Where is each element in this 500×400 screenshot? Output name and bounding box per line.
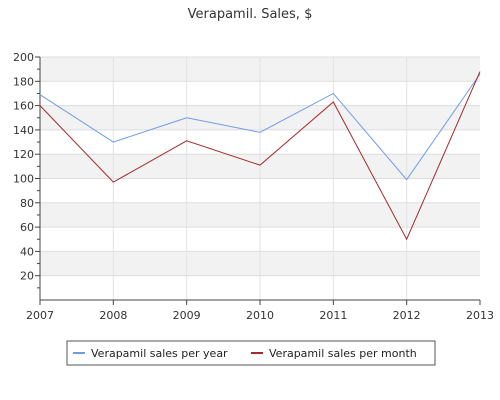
y-tick-label: 120 bbox=[13, 148, 34, 161]
series-lines bbox=[39, 71, 481, 241]
chart-title: Verapamil. Sales, $ bbox=[188, 7, 313, 22]
y-tick-label: 60 bbox=[20, 221, 34, 234]
x-tick-label: 2007 bbox=[26, 309, 54, 322]
legend-label-2: Verapamil sales per month bbox=[269, 347, 417, 360]
y-tick-label: 140 bbox=[13, 124, 34, 137]
legend-box bbox=[66, 340, 436, 366]
y-tick-label: 20 bbox=[20, 270, 34, 283]
x-tick-label: 2008 bbox=[99, 309, 127, 322]
y-tick-label: 160 bbox=[13, 100, 34, 113]
series-line-2 bbox=[39, 71, 481, 241]
x-tick-label: 2013 bbox=[466, 309, 494, 322]
x-tick-label: 2010 bbox=[246, 309, 274, 322]
series-line-1 bbox=[39, 73, 481, 181]
y-tick-label: 180 bbox=[13, 75, 34, 88]
legend: Verapamil sales per year Verapamil sales … bbox=[66, 340, 436, 366]
y-tick-label: 200 bbox=[13, 51, 34, 64]
y-tick-label: 80 bbox=[20, 197, 34, 210]
gridlines bbox=[40, 56, 480, 300]
x-axis-ticks: 2007 2008 2009 2010 2011 2012 2013 bbox=[26, 300, 494, 322]
y-tick-label: 100 bbox=[13, 173, 34, 186]
legend-label-1: Verapamil sales per year bbox=[91, 347, 228, 360]
x-tick-label: 2009 bbox=[173, 309, 201, 322]
x-tick-label: 2011 bbox=[319, 309, 347, 322]
y-axis-ticks: 20 40 60 80 100 120 140 160 180 200 bbox=[13, 51, 40, 289]
y-tick-label: 40 bbox=[20, 245, 34, 258]
x-tick-label: 2012 bbox=[393, 309, 421, 322]
